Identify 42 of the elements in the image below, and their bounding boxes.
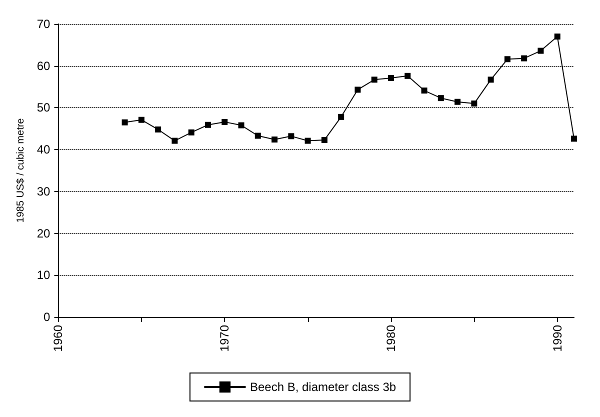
point [222,118,228,125]
point [122,119,128,126]
point [438,95,444,102]
point [488,76,494,83]
x-tick-label: 1970 [218,324,232,352]
point [454,98,461,105]
legend-label: Beech B, diameter class 3b [250,380,396,394]
point [471,100,478,107]
point [155,126,162,132]
y-tick-label: 60 [36,58,51,73]
point [354,86,361,93]
point [338,114,344,120]
point [172,138,178,144]
point [571,136,577,142]
x-tick-label: 1990 [550,324,564,352]
point [371,76,378,83]
point [504,56,510,62]
point [254,132,261,139]
point [554,34,560,40]
x-tick-label: 1980 [384,324,398,352]
x-tick-label: 1960 [51,324,66,352]
point [238,122,244,128]
point [538,48,544,54]
point [204,122,211,128]
point [188,129,194,136]
y-tick-label: 40 [36,142,51,157]
point [304,138,311,144]
point [288,133,294,140]
point [404,72,411,79]
point [138,116,144,123]
y-tick-label: 70 [36,17,51,31]
point [388,74,394,81]
y-tick-label: 0 [44,310,51,324]
y-tick-label: 50 [36,100,51,115]
point [272,136,278,143]
point [321,136,328,143]
y-tick-label: 20 [36,226,51,240]
point [421,88,428,94]
y-tick-label: 10 [36,268,51,282]
y-axis-title: 1985 US$ / cubic metre [16,118,26,223]
y-tick-label: 30 [36,184,51,198]
point [521,55,528,62]
